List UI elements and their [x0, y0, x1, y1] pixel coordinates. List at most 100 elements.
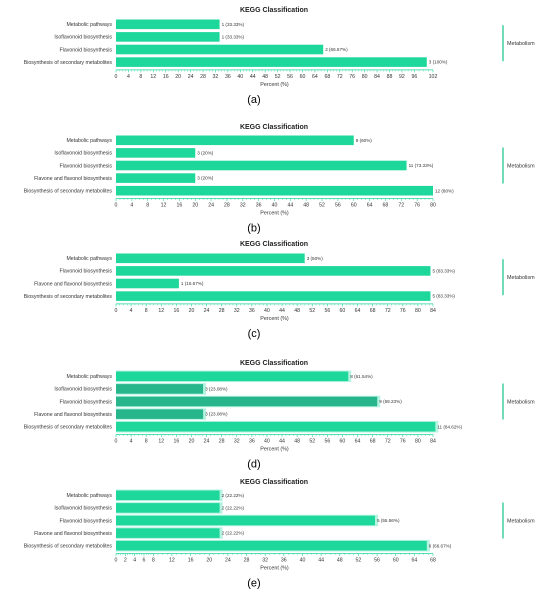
x-tick-label: 12 [169, 558, 175, 564]
data-label: 3 (100%) [429, 60, 448, 65]
x-tick-label: 56 [287, 74, 293, 80]
x-tick-label: 4 [130, 308, 133, 314]
x-tick-label: 36 [249, 439, 255, 445]
x-tick-label: 36 [281, 558, 287, 564]
x-axis-label: Percent (%) [260, 211, 289, 217]
x-tick-label: 48 [294, 308, 300, 314]
x-tick-label: 40 [264, 308, 270, 314]
x-tick-label: 44 [279, 308, 285, 314]
x-tick-label: 32 [262, 558, 268, 564]
x-tick-label: 48 [262, 74, 268, 80]
x-tick-label: 0 [115, 203, 118, 209]
bar [116, 490, 220, 501]
category-label: Flavonoid biosynthesis [60, 399, 113, 405]
bar [116, 266, 431, 276]
category-label: Biosynthesis of secondary metabolites [24, 60, 113, 66]
bar [116, 32, 220, 42]
x-tick-label: 56 [374, 558, 380, 564]
category-label: Biosynthesis of secondary metabolites [24, 544, 113, 550]
x-tick-label: 52 [309, 439, 315, 445]
data-label: 1 (33.33%) [222, 22, 245, 27]
bar [116, 44, 324, 55]
group-label: Metabolism [507, 164, 535, 170]
x-tick-label: 4 [130, 439, 133, 445]
data-label: 6 (66.67%) [429, 543, 452, 548]
bar [116, 253, 305, 264]
data-label: 3 (20%) [197, 176, 214, 181]
x-tick-label: 20 [206, 558, 212, 564]
x-tick-label: 24 [208, 203, 214, 209]
data-label: 3 (50%) [307, 256, 324, 261]
x-tick-label: 72 [385, 308, 391, 314]
x-tick-label: 56 [324, 308, 330, 314]
chart-panel-c: KEGG Classification Metabolic pathways 3 (… [24, 241, 535, 340]
x-tick-label: 16 [177, 203, 183, 209]
category-label: Biosynthesis of secondary metabolites [24, 294, 113, 300]
x-tick-label: 40 [300, 558, 306, 564]
x-tick-label: 52 [356, 558, 362, 564]
bar [116, 185, 433, 196]
chart-title: KEGG Classification [240, 360, 308, 367]
bar [116, 278, 179, 289]
x-tick-label: 32 [234, 439, 240, 445]
category-label: Flavone and flavonol biosynthesis [34, 531, 112, 537]
bar [116, 540, 427, 551]
x-tick-label: 40 [272, 203, 278, 209]
x-tick-label: 8 [145, 308, 148, 314]
bar [116, 160, 407, 171]
x-tick-label: 36 [249, 308, 255, 314]
x-tick-label: 36 [256, 203, 262, 209]
x-tick-label: 40 [264, 439, 270, 445]
x-tick-label: 52 [319, 203, 325, 209]
x-tick-label: 28 [200, 74, 206, 80]
category-label: Flavone and flavonol biosynthesis [34, 281, 112, 287]
x-tick-label: 76 [349, 74, 355, 80]
bar [116, 148, 196, 158]
bar [116, 57, 427, 67]
x-tick-label: 48 [337, 558, 343, 564]
category-label: Metabolic pathways [66, 256, 112, 262]
x-tick-label: 72 [385, 439, 391, 445]
x-tick-label: 16 [188, 558, 194, 564]
panel-label: (e) [247, 578, 260, 590]
x-tick-label: 12 [158, 308, 164, 314]
x-tick-label: 16 [173, 439, 179, 445]
category-label: Flavone and flavonol biosynthesis [34, 176, 112, 182]
chart-title: KEGG Classification [240, 479, 308, 486]
x-tick-label: 56 [335, 203, 341, 209]
x-tick-label: 60 [393, 558, 399, 564]
category-label: Metabolic pathways [66, 374, 112, 380]
x-tick-label: 60 [340, 308, 346, 314]
x-tick-label: 56 [324, 439, 330, 445]
bar [116, 173, 196, 183]
x-tick-label: 24 [204, 308, 210, 314]
category-label: Flavonoid biosynthesis [60, 518, 113, 524]
bar [116, 384, 204, 394]
category-label: Flavonoid biosynthesis [60, 269, 113, 275]
x-tick-label: 6 [143, 558, 146, 564]
group-label: Metabolism [507, 275, 535, 281]
x-tick-label: 44 [250, 74, 256, 80]
x-tick-label: 64 [355, 439, 361, 445]
x-tick-label: 60 [340, 439, 346, 445]
category-label: Isoflavonoid biosynthesis [54, 35, 112, 41]
x-tick-label: 20 [175, 74, 181, 80]
group-label: Metabolism [507, 519, 535, 525]
x-tick-label: 64 [355, 308, 361, 314]
data-label: 2 (22.22%) [222, 493, 245, 498]
bar [116, 528, 220, 538]
panel-label: (c) [248, 328, 261, 340]
data-label: 1 (33.33%) [222, 35, 245, 40]
x-axis-label: Percent (%) [260, 566, 289, 572]
x-tick-label: 0 [115, 558, 118, 564]
x-tick-label: 84 [430, 308, 436, 314]
x-tick-label: 102 [429, 74, 438, 80]
data-label: 5 (55.56%) [377, 518, 400, 523]
x-tick-label: 16 [163, 74, 169, 80]
x-tick-label: 92 [399, 74, 405, 80]
data-label: 9 (60%) [356, 138, 373, 143]
x-tick-label: 32 [240, 203, 246, 209]
x-tick-label: 76 [400, 308, 406, 314]
x-tick-label: 24 [204, 439, 210, 445]
x-tick-label: 0 [115, 308, 118, 314]
